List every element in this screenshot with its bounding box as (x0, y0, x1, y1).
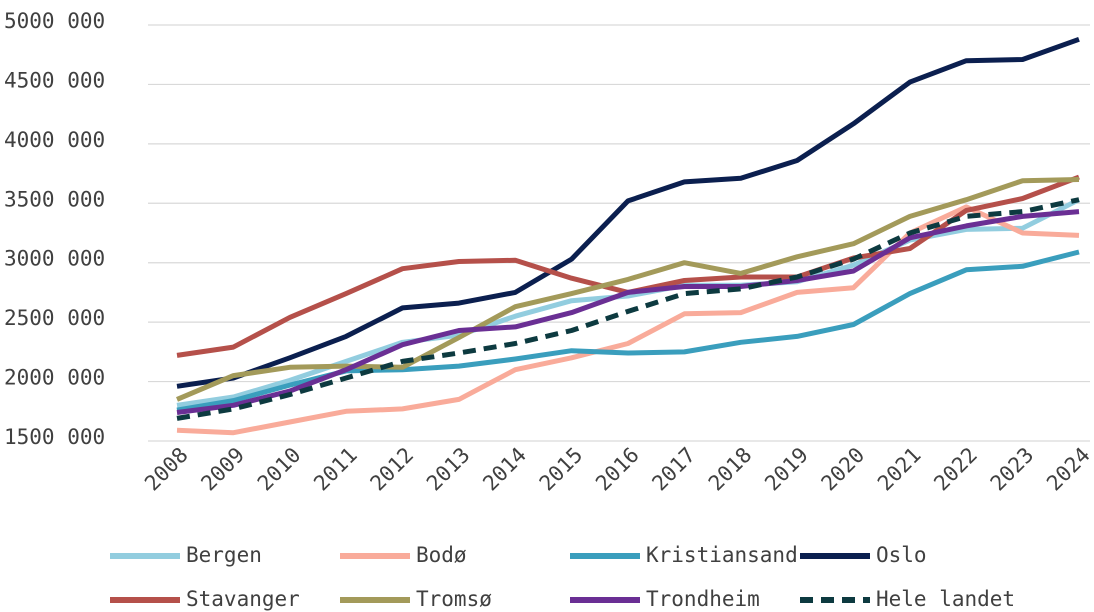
x-tick-label: 2021 (873, 443, 926, 496)
x-tick-label: 2014 (478, 443, 531, 496)
x-tick-label: 2022 (929, 443, 982, 496)
x-tick-label: 2017 (647, 443, 700, 496)
legend-label: Trondheim (646, 587, 760, 611)
y-tick-label: 5000 000 (4, 9, 105, 33)
legend-label: Hele landet (876, 587, 1015, 611)
legend-label: Oslo (876, 543, 927, 567)
line-series (176, 249, 1080, 413)
x-tick-label: 2024 (1042, 443, 1094, 496)
x-tick-label: 2015 (535, 443, 588, 496)
y-tick-label: 2000 000 (4, 366, 105, 390)
y-tick-label: 4500 000 (4, 68, 105, 92)
x-tick-label: 2023 (986, 443, 1039, 496)
x-tick-label: 2011 (309, 443, 362, 496)
x-tick-label: 2008 (140, 443, 193, 496)
x-tick-label: 2016 (591, 443, 644, 496)
legend-label: Bodø (416, 543, 467, 567)
line-series (176, 36, 1080, 389)
y-tick-label: 3000 000 (4, 247, 105, 271)
y-tick-label: 4000 000 (4, 128, 105, 152)
x-tick-label: 2010 (253, 443, 306, 496)
legend-label: Stavanger (186, 587, 300, 611)
legend-label: Bergen (186, 543, 262, 567)
y-tick-label: 1500 000 (4, 425, 105, 449)
y-tick-label: 2500 000 (4, 306, 105, 330)
x-tick-label: 2018 (704, 443, 757, 496)
line-series (176, 204, 1080, 436)
line-series (176, 177, 1080, 402)
x-tick-label: 2019 (760, 443, 813, 496)
x-tick-label: 2012 (366, 443, 419, 496)
x-tick-label: 2009 (196, 443, 249, 496)
y-tick-label: 3500 000 (4, 187, 105, 211)
legend-label: Tromsø (416, 587, 492, 611)
x-tick-label: 2020 (817, 443, 870, 496)
line-series (176, 209, 1080, 415)
legend-label: Kristiansand (646, 543, 798, 567)
x-tick-label: 2013 (422, 443, 475, 496)
line-series (176, 197, 1080, 421)
